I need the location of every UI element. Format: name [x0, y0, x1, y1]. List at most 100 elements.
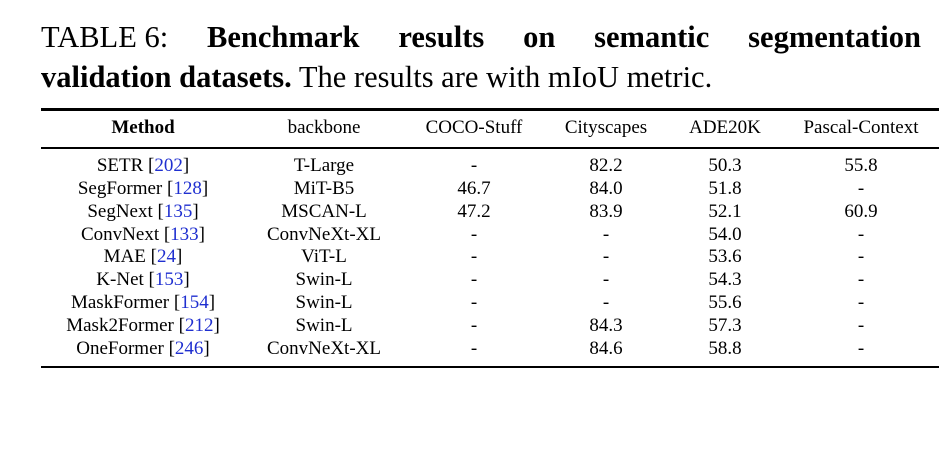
caption-title-word: results [398, 20, 485, 54]
citation-link[interactable]: 246 [174, 338, 204, 359]
backbone-cell: Swin-L [295, 292, 353, 313]
header-backbone: backbone [287, 117, 361, 138]
table-row: SegFormer [128] MiT-B5 46.7 84.0 51.8 - [0, 178, 939, 200]
caption-title-word: segmentation [748, 20, 921, 54]
cityscapes-cell: 84.0 [589, 178, 623, 199]
citation-link[interactable]: 153 [154, 269, 184, 290]
table-row: Mask2Former [212] Swin-L - 84.3 57.3 - [0, 315, 939, 337]
coco-stuff-cell: - [470, 246, 478, 267]
backbone-cell: MSCAN-L [281, 201, 367, 222]
table-row: K-Net [153] Swin-L - - 54.3 - [0, 269, 939, 291]
citation-link[interactable]: 133 [170, 224, 199, 245]
caption-title-word: Benchmark [207, 20, 360, 54]
caption-table-label: TABLE 6: [41, 20, 169, 54]
backbone-cell: ViT-L [301, 246, 347, 267]
coco-stuff-cell: - [470, 269, 478, 290]
ade20k-cell: 50.3 [708, 155, 742, 176]
header-pascal-context: Pascal-Context [803, 117, 919, 138]
method-cell: K-Net [153] [96, 269, 190, 290]
pascal-context-cell: - [857, 338, 865, 359]
coco-stuff-cell: 47.2 [457, 201, 491, 222]
table-row: SegNext [135] MSCAN-L 47.2 83.9 52.1 60.… [0, 201, 939, 223]
method-name: MaskFormer [70, 292, 170, 313]
coco-stuff-cell: - [470, 315, 478, 336]
method-cell: ConvNext [133] [80, 224, 206, 245]
method-cell: MAE [24] [103, 246, 183, 267]
citation-link[interactable]: 128 [173, 178, 202, 199]
backbone-cell: ConvNeXt-XL [267, 338, 381, 359]
table-row: SETR [202] T-Large - 82.2 50.3 55.8 [0, 155, 939, 177]
cityscapes-cell: 82.2 [589, 155, 623, 176]
coco-stuff-cell: - [470, 155, 478, 176]
table-header-rule [41, 147, 939, 149]
citation-link[interactable]: 135 [163, 201, 193, 222]
cityscapes-cell: - [602, 246, 610, 267]
ade20k-cell: 57.3 [708, 315, 742, 336]
header-method: Method [111, 117, 175, 138]
backbone-cell: Swin-L [295, 315, 353, 336]
caption-title-word: on [523, 20, 556, 54]
cityscapes-cell: 84.6 [589, 338, 623, 359]
ade20k-cell: 51.8 [708, 178, 742, 199]
pascal-context-cell: - [857, 292, 865, 313]
citation-link[interactable]: 24 [156, 246, 176, 267]
coco-stuff-cell: - [470, 224, 478, 245]
method-cell: MaskFormer [154] [70, 292, 216, 313]
method-cell: SegNext [135] [87, 201, 199, 222]
method-cell: OneFormer [246] [76, 338, 210, 359]
backbone-cell: T-Large [293, 155, 355, 176]
header-cityscapes: Cityscapes [564, 117, 648, 138]
caption-description: The results are with mIoU metric. [291, 60, 713, 94]
cityscapes-cell: - [602, 269, 610, 290]
caption-line-2: validation datasets. The results are wit… [41, 57, 921, 97]
backbone-cell: MiT-B5 [293, 178, 355, 199]
ade20k-cell: 53.6 [708, 246, 742, 267]
table-row: MAE [24] ViT-L - - 53.6 - [0, 246, 939, 268]
method-cell: SegFormer [128] [77, 178, 209, 199]
pascal-context-cell: 55.8 [844, 155, 878, 176]
method-name: SegNext [87, 201, 153, 222]
pascal-context-cell: - [857, 315, 865, 336]
table-row: MaskFormer [154] Swin-L - - 55.6 - [0, 292, 939, 314]
pascal-context-cell: - [857, 246, 865, 267]
citation-link[interactable]: 202 [154, 155, 183, 176]
cityscapes-cell: - [602, 292, 610, 313]
table-row: ConvNext [133] ConvNeXt-XL - - 54.0 - [0, 224, 939, 246]
pascal-context-cell: - [857, 224, 865, 245]
method-name: Mask2Former [66, 315, 174, 336]
citation-link[interactable]: 154 [180, 292, 209, 313]
header-ade20k: ADE20K [689, 117, 761, 138]
pascal-context-cell: - [857, 178, 865, 199]
coco-stuff-cell: - [470, 338, 478, 359]
cityscapes-cell: 83.9 [589, 201, 623, 222]
ade20k-cell: 54.0 [708, 224, 742, 245]
table-top-rule [41, 108, 939, 111]
method-name: MAE [103, 246, 146, 267]
backbone-cell: ConvNeXt-XL [267, 224, 381, 245]
backbone-cell: Swin-L [295, 269, 353, 290]
cityscapes-cell: 84.3 [589, 315, 623, 336]
ade20k-cell: 52.1 [708, 201, 742, 222]
coco-stuff-cell: 46.7 [457, 178, 491, 199]
ade20k-cell: 54.3 [708, 269, 742, 290]
caption-line-1: TABLE 6: Benchmark results on semantic s… [41, 17, 921, 57]
table-bottom-rule [41, 366, 939, 368]
pascal-context-cell: - [857, 269, 865, 290]
citation-link[interactable]: 212 [184, 315, 214, 336]
method-name: SETR [96, 155, 144, 176]
ade20k-cell: 55.6 [708, 292, 742, 313]
method-cell: SETR [202] [96, 155, 190, 176]
header-coco-stuff: COCO-Stuff [425, 117, 523, 138]
table-header-row: Method backbone COCO-Stuff Cityscapes AD… [0, 117, 939, 139]
cityscapes-cell: - [602, 224, 610, 245]
coco-stuff-cell: - [470, 292, 478, 313]
method-name: OneFormer [76, 338, 164, 359]
ade20k-cell: 58.8 [708, 338, 742, 359]
pascal-context-cell: 60.9 [844, 201, 878, 222]
method-name: K-Net [96, 269, 144, 290]
method-name: ConvNext [80, 224, 160, 245]
caption-title-word: semantic [594, 20, 710, 54]
caption-title-bold: validation datasets. [41, 60, 292, 94]
table-caption: TABLE 6: Benchmark results on semantic s… [41, 17, 921, 97]
method-name: SegFormer [77, 178, 163, 199]
